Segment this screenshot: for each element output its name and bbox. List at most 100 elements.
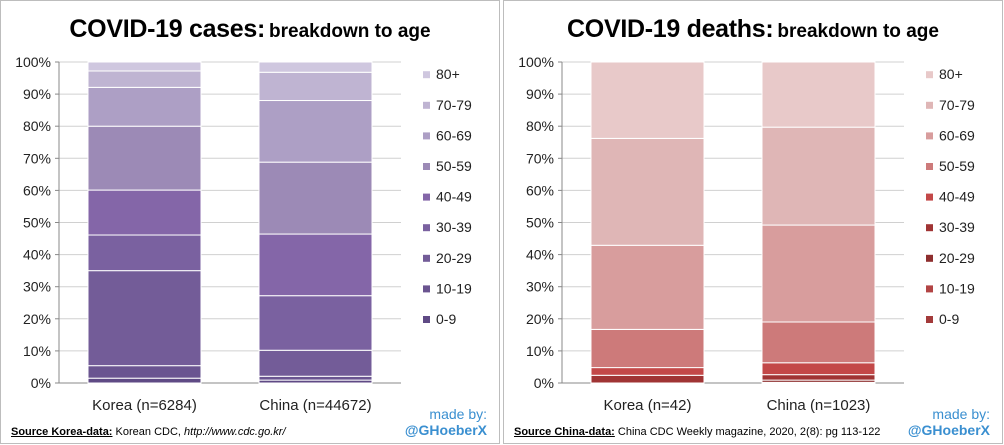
cases-bar-segment-10-19	[259, 376, 372, 380]
cases-bar-segment-60-69	[88, 87, 201, 126]
cases-bar-segment-20-29	[88, 271, 201, 366]
cases-bar-segment-80+	[259, 62, 372, 72]
cases-legend-label: 60-69	[436, 127, 472, 143]
cases-legend-label: 40-49	[436, 189, 472, 205]
cases-bar-segment-20-29	[259, 350, 372, 376]
deaths-bar-segment-80+	[762, 62, 875, 127]
cases-title-sub: breakdown to age	[269, 21, 431, 42]
cases-legend-swatch	[423, 163, 430, 170]
deaths-bar-segment-40-49	[762, 363, 875, 375]
deaths-category-label: China (n=1023)	[767, 397, 871, 414]
cases-bar-segment-30-39	[88, 235, 201, 271]
deaths-bar-segment-50-59	[591, 329, 704, 367]
cases-source-url: http://www.cdc.go.kr/	[184, 426, 285, 438]
cases-source-text: Korean CDC,	[112, 426, 184, 438]
deaths-author-handle: @GHoeberX	[908, 422, 990, 438]
deaths-source-note: Source China-data: China CDC Weekly maga…	[514, 426, 880, 438]
cases-category-label: China (n=44672)	[259, 397, 371, 414]
cases-y-tick-label: 50%	[23, 215, 51, 231]
deaths-legend-label: 40-49	[939, 189, 975, 205]
cases-legend-label: 20-29	[436, 250, 472, 266]
deaths-bar-segment-70-79	[762, 127, 875, 225]
cases-bar-segment-30-39	[259, 296, 372, 351]
cases-legend-swatch	[423, 224, 430, 231]
cases-legend-label: 70-79	[436, 97, 472, 113]
cases-author-handle: @GHoeberX	[405, 422, 487, 438]
deaths-legend-label: 60-69	[939, 127, 975, 143]
deaths-bar-segment-30-39	[762, 375, 875, 380]
cases-y-tick-label: 60%	[23, 182, 51, 198]
deaths-legend-label: 70-79	[939, 97, 975, 113]
deaths-legend-swatch	[926, 255, 933, 262]
deaths-legend-swatch	[926, 132, 933, 139]
cases-legend-swatch	[423, 194, 430, 201]
cases-legend-label: 10-19	[436, 280, 472, 296]
deaths-chart-title: COVID-19 deaths:breakdown to age	[504, 15, 1002, 44]
cases-legend-swatch	[423, 102, 430, 109]
cases-y-tick-label: 0%	[31, 375, 51, 391]
cases-y-tick-label: 80%	[23, 118, 51, 134]
cases-bar-segment-0-9	[88, 378, 201, 383]
cases-chart-panel: 0% 10% 20% 30% 40% 50% 60% 70% 80% 90% 100% Korea (…	[0, 0, 500, 444]
deaths-title-sub: breakdown to age	[777, 21, 939, 42]
deaths-legend-swatch	[926, 163, 933, 170]
cases-legend-label: 30-39	[436, 219, 472, 235]
cases-y-tick-label: 70%	[23, 150, 51, 166]
deaths-y-tick-label: 100%	[518, 54, 554, 70]
deaths-y-tick-label: 0%	[534, 375, 554, 391]
cases-bar-segment-40-49	[259, 234, 372, 296]
cases-bar-segment-50-59	[259, 162, 372, 234]
cases-y-tick-label: 30%	[23, 279, 51, 295]
cases-bar-segment-70-79	[88, 71, 201, 87]
cases-y-tick-label: 10%	[23, 343, 51, 359]
deaths-bar-segment-60-69	[591, 245, 704, 329]
cases-source-label: Source Korea-data:	[11, 426, 112, 438]
cases-legend-label: 50-59	[436, 158, 472, 174]
deaths-legend-swatch	[926, 194, 933, 201]
deaths-title-main: COVID-19 deaths:	[567, 15, 773, 43]
cases-title-main: COVID-19 cases:	[69, 15, 265, 43]
deaths-y-tick-label: 80%	[526, 118, 554, 134]
cases-source-note: Source Korea-data: Korean CDC, http://ww…	[11, 426, 286, 438]
deaths-made-by-label: made by:	[908, 406, 990, 422]
deaths-y-tick-label: 10%	[526, 343, 554, 359]
cases-category-label: Korea (n=6284)	[92, 397, 197, 414]
cases-y-tick-label: 90%	[23, 86, 51, 102]
cases-legend-swatch	[423, 285, 430, 292]
cases-y-tick-label: 100%	[15, 54, 51, 70]
deaths-bar-segment-30-39	[591, 375, 704, 383]
cases-bar-segment-50-59	[88, 126, 201, 190]
deaths-y-tick-label: 40%	[526, 247, 554, 263]
deaths-bar-segment-60-69	[762, 225, 875, 322]
deaths-y-tick-label: 50%	[526, 215, 554, 231]
cases-legend-swatch	[423, 132, 430, 139]
cases-legend-swatch	[423, 71, 430, 78]
cases-bar-segment-60-69	[259, 101, 372, 163]
deaths-legend-swatch	[926, 71, 933, 78]
deaths-chart: 0%10%20%30%40%50%60%70%80%90%100%Korea (…	[504, 1, 1004, 445]
deaths-legend-swatch	[926, 224, 933, 231]
cases-y-tick-label: 20%	[23, 311, 51, 327]
deaths-bar-segment-80+	[591, 62, 704, 138]
deaths-y-tick-label: 60%	[526, 182, 554, 198]
deaths-y-tick-label: 30%	[526, 279, 554, 295]
cases-y-tick-label: 40%	[23, 247, 51, 263]
cases-made-by-label: made by:	[405, 406, 487, 422]
deaths-y-tick-label: 70%	[526, 150, 554, 166]
deaths-bar-segment-40-49	[591, 368, 704, 376]
cases-bar-segment-10-19	[88, 366, 201, 379]
cases-made-by: made by: @GHoeberX	[405, 406, 487, 438]
deaths-legend-label: 30-39	[939, 219, 975, 235]
deaths-legend-label: 50-59	[939, 158, 975, 174]
deaths-legend-label: 20-29	[939, 250, 975, 266]
cases-legend-label: 80+	[436, 66, 460, 82]
cases-bar-segment-80+	[88, 62, 201, 71]
deaths-legend-label: 0-9	[939, 311, 959, 327]
deaths-y-tick-label: 90%	[526, 86, 554, 102]
deaths-bar-segment-70-79	[591, 138, 704, 245]
cases-chart-title: COVID-19 cases:breakdown to age	[1, 15, 499, 44]
cases-legend-swatch	[423, 255, 430, 262]
cases-bar-segment-40-49	[88, 190, 201, 235]
deaths-bar-segment-50-59	[762, 322, 875, 363]
deaths-made-by: made by: @GHoeberX	[908, 406, 990, 438]
